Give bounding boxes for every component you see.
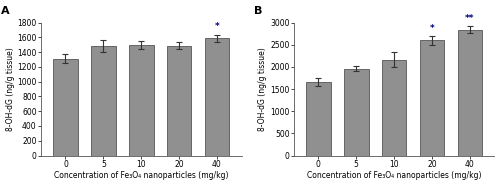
X-axis label: Concentration of Fe₃O₄ nanoparticles (mg/kg): Concentration of Fe₃O₄ nanoparticles (mg… [54, 171, 229, 180]
Bar [204, 38, 230, 155]
Text: *: * [214, 22, 220, 31]
Bar [420, 40, 444, 155]
Text: **: ** [465, 14, 474, 23]
Text: *: * [430, 24, 434, 33]
Bar [458, 30, 482, 155]
Text: A: A [0, 6, 10, 16]
Bar [306, 82, 330, 155]
Bar [167, 46, 192, 155]
X-axis label: Concentration of Fe₃O₄ nanoparticles (mg/kg): Concentration of Fe₃O₄ nanoparticles (mg… [307, 171, 482, 180]
Text: B: B [254, 6, 262, 16]
Bar [382, 60, 406, 155]
Y-axis label: 8-OH-dG (ng/g tissue): 8-OH-dG (ng/g tissue) [258, 47, 268, 131]
Bar [344, 69, 368, 155]
Bar [129, 45, 154, 155]
Bar [91, 46, 116, 155]
Y-axis label: 8-OH-dG (ng/g tissue): 8-OH-dG (ng/g tissue) [6, 47, 15, 131]
Bar [53, 59, 78, 155]
